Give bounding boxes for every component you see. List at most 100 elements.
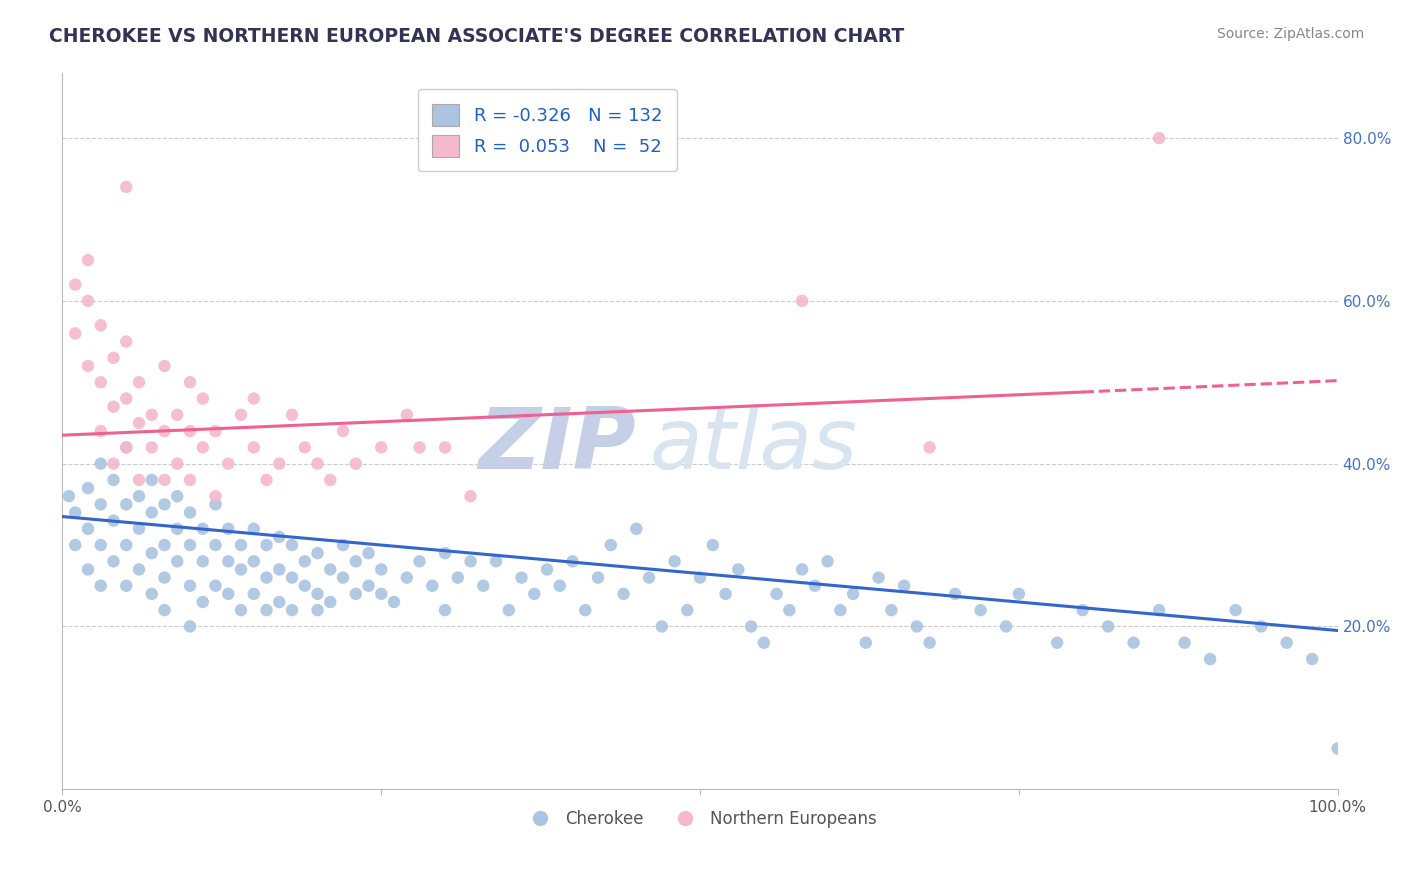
Point	[434, 546, 457, 560]
Text: atlas: atlas	[650, 404, 858, 487]
Point	[242, 522, 264, 536]
Point	[561, 554, 583, 568]
Point	[472, 579, 495, 593]
Point	[179, 538, 201, 552]
Point	[65, 326, 87, 341]
Point	[90, 579, 112, 593]
Point	[115, 392, 138, 406]
Point	[842, 587, 865, 601]
Point	[242, 587, 264, 601]
Point	[217, 587, 239, 601]
Point	[179, 376, 201, 390]
Point	[332, 571, 354, 585]
Point	[191, 554, 214, 568]
Point	[229, 538, 252, 552]
Point	[90, 457, 112, 471]
Text: Source: ZipAtlas.com: Source: ZipAtlas.com	[1216, 27, 1364, 41]
Point	[128, 376, 150, 390]
Point	[460, 554, 482, 568]
Point	[217, 457, 239, 471]
Point	[141, 473, 163, 487]
Point	[166, 489, 188, 503]
Point	[179, 579, 201, 593]
Point	[229, 603, 252, 617]
Point	[141, 546, 163, 560]
Point	[229, 408, 252, 422]
Point	[141, 587, 163, 601]
Point	[995, 619, 1018, 633]
Point	[460, 489, 482, 503]
Point	[307, 546, 329, 560]
Point	[395, 571, 418, 585]
Point	[612, 587, 634, 601]
Point	[269, 530, 291, 544]
Point	[420, 579, 443, 593]
Point	[269, 595, 291, 609]
Point	[332, 424, 354, 438]
Point	[1326, 741, 1348, 756]
Point	[344, 554, 367, 568]
Point	[204, 497, 226, 511]
Point	[434, 441, 457, 455]
Point	[599, 538, 621, 552]
Point	[1275, 636, 1298, 650]
Point	[77, 293, 100, 308]
Point	[103, 473, 125, 487]
Point	[90, 424, 112, 438]
Point	[790, 293, 813, 308]
Point	[357, 546, 380, 560]
Point	[269, 562, 291, 576]
Point	[969, 603, 991, 617]
Point	[357, 579, 380, 593]
Point	[408, 441, 430, 455]
Point	[256, 538, 278, 552]
Point	[548, 579, 571, 593]
Point	[90, 538, 112, 552]
Point	[242, 392, 264, 406]
Text: CHEROKEE VS NORTHERN EUROPEAN ASSOCIATE'S DEGREE CORRELATION CHART: CHEROKEE VS NORTHERN EUROPEAN ASSOCIATE'…	[49, 27, 904, 45]
Point	[128, 562, 150, 576]
Point	[242, 441, 264, 455]
Point	[626, 522, 648, 536]
Point	[256, 473, 278, 487]
Point	[269, 457, 291, 471]
Point	[319, 562, 342, 576]
Point	[574, 603, 596, 617]
Point	[77, 562, 100, 576]
Point	[166, 554, 188, 568]
Point	[191, 595, 214, 609]
Point	[523, 587, 546, 601]
Point	[868, 571, 890, 585]
Point	[752, 636, 775, 650]
Point	[1147, 603, 1170, 617]
Point	[664, 554, 686, 568]
Point	[217, 522, 239, 536]
Point	[307, 603, 329, 617]
Point	[128, 416, 150, 430]
Text: ZIP: ZIP	[478, 404, 637, 487]
Point	[281, 571, 304, 585]
Point	[1097, 619, 1119, 633]
Point	[179, 424, 201, 438]
Point	[166, 457, 188, 471]
Point	[1147, 131, 1170, 145]
Point	[855, 636, 877, 650]
Point	[153, 359, 176, 373]
Point	[893, 579, 915, 593]
Point	[77, 481, 100, 495]
Legend: Cherokee, Northern Europeans: Cherokee, Northern Europeans	[516, 804, 883, 835]
Point	[179, 473, 201, 487]
Point	[90, 376, 112, 390]
Point	[166, 522, 188, 536]
Point	[1008, 587, 1031, 601]
Point	[880, 603, 903, 617]
Point	[1250, 619, 1272, 633]
Point	[485, 554, 508, 568]
Point	[128, 473, 150, 487]
Point	[191, 392, 214, 406]
Point	[651, 619, 673, 633]
Point	[943, 587, 966, 601]
Point	[586, 571, 609, 585]
Point	[77, 522, 100, 536]
Point	[714, 587, 737, 601]
